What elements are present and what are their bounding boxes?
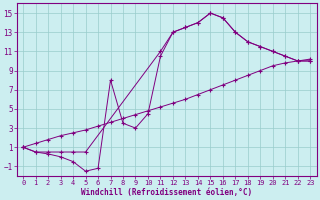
X-axis label: Windchill (Refroidissement éolien,°C): Windchill (Refroidissement éolien,°C) — [81, 188, 252, 197]
